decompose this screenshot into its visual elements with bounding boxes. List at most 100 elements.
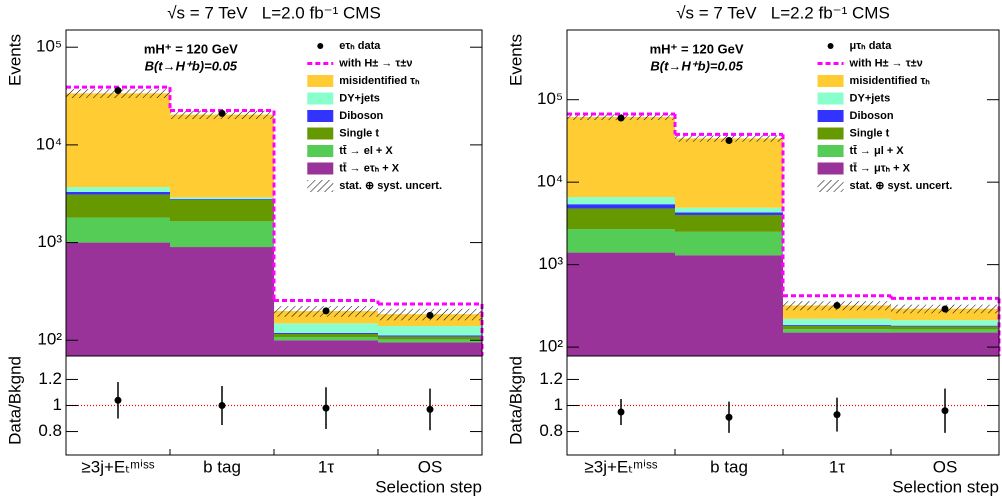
legend-label: Diboson bbox=[339, 110, 383, 122]
chart-title: √s = 7 TeV L=2.0 fb⁻¹ CMS bbox=[167, 3, 381, 22]
stack-segment bbox=[274, 333, 378, 337]
stack-segment bbox=[675, 212, 783, 215]
legend-label: Single t bbox=[850, 127, 890, 139]
stack-segment bbox=[378, 339, 482, 343]
annotation: B(t→H⁺b)=0.05 bbox=[145, 58, 238, 73]
data-point bbox=[322, 307, 330, 315]
legend-label: μτₕ data bbox=[850, 40, 893, 52]
y-axis-label: Data/Bkgnd bbox=[506, 356, 525, 445]
stack-segment bbox=[567, 208, 675, 230]
stack-segment bbox=[567, 197, 675, 205]
stack-segment bbox=[170, 197, 274, 199]
stack-segment bbox=[675, 214, 783, 232]
data-point bbox=[322, 404, 330, 412]
legend-marker bbox=[817, 127, 844, 140]
y-tick-label: 0.8 bbox=[38, 421, 62, 440]
stack-segment bbox=[567, 229, 675, 253]
legend-label: stat. ⊕ syst. uncert. bbox=[339, 180, 442, 192]
data-point bbox=[941, 407, 949, 415]
x-tick-label: ≥3j+Eₜᵐⁱˢˢ bbox=[584, 457, 657, 476]
y-tick-label: 10⁴ bbox=[537, 172, 563, 191]
data-point bbox=[617, 408, 625, 416]
data-point bbox=[833, 301, 841, 309]
stack-segment bbox=[891, 308, 999, 321]
y-tick-label: 10⁵ bbox=[537, 89, 563, 108]
stack-segment bbox=[891, 329, 999, 333]
legend-marker bbox=[307, 127, 334, 140]
stack-segment bbox=[783, 318, 891, 326]
y-tick-label: 10⁴ bbox=[36, 134, 62, 153]
data-point bbox=[941, 305, 949, 313]
x-axis-label: Selection step bbox=[375, 477, 482, 496]
legend-marker bbox=[307, 145, 334, 157]
data-point bbox=[218, 109, 226, 117]
y-tick-label: 1.2 bbox=[539, 369, 563, 388]
data-point bbox=[725, 413, 733, 421]
legend-label: DY+jets bbox=[339, 92, 380, 104]
stack-segment bbox=[378, 335, 482, 337]
stack-segment bbox=[66, 242, 170, 356]
legend-label: misidentified τₕ bbox=[339, 75, 420, 87]
stack-segment bbox=[891, 320, 999, 326]
x-tick-label: b tag bbox=[203, 457, 241, 476]
x-tick-label: ≥3j+Eₜᵐⁱˢˢ bbox=[81, 457, 154, 476]
y-tick-label: 1 bbox=[554, 395, 563, 414]
stack-segment bbox=[274, 336, 378, 341]
legend-marker bbox=[817, 180, 844, 192]
y-axis-label: Events bbox=[5, 34, 24, 86]
y-tick-label: 10² bbox=[37, 330, 62, 349]
y-axis-label: Events bbox=[506, 34, 525, 86]
legend-marker bbox=[307, 110, 334, 122]
stack-segment bbox=[675, 231, 783, 256]
stack-segment bbox=[378, 325, 482, 336]
stack-segment bbox=[66, 93, 170, 188]
stack-segment bbox=[567, 204, 675, 209]
y-tick-label: 10³ bbox=[37, 232, 62, 251]
stack-segment bbox=[66, 187, 170, 192]
annotation: B(t→H⁺b)=0.05 bbox=[650, 58, 743, 73]
stack-segment bbox=[274, 323, 378, 333]
stack-segment bbox=[170, 247, 274, 356]
stack-segment bbox=[567, 117, 675, 198]
stack-segment bbox=[891, 326, 999, 330]
legend-label: with H± → τ±ν bbox=[338, 57, 412, 69]
legend-marker bbox=[317, 43, 324, 49]
legend-marker bbox=[307, 162, 334, 175]
stack-segment bbox=[891, 332, 999, 356]
legend-marker bbox=[817, 162, 844, 175]
legend-label: tt̄ → el + X bbox=[339, 145, 393, 157]
stack-segment bbox=[170, 114, 274, 198]
stack-segment bbox=[170, 221, 274, 248]
x-tick-label: 1τ bbox=[829, 457, 845, 476]
legend-label: Diboson bbox=[850, 110, 894, 122]
stack-segment bbox=[675, 138, 783, 208]
data-point bbox=[833, 411, 841, 419]
x-tick-label: 1τ bbox=[318, 457, 334, 476]
stack-segment bbox=[783, 332, 891, 356]
stack-segment bbox=[274, 332, 378, 334]
data-point bbox=[617, 114, 625, 122]
data-point bbox=[114, 396, 122, 404]
data-point bbox=[725, 137, 733, 145]
stack-segment bbox=[66, 191, 170, 195]
data-point bbox=[426, 311, 434, 319]
stack-segment bbox=[378, 336, 482, 340]
y-tick-label: 10³ bbox=[538, 254, 563, 273]
legend-label: with H± → τ±ν bbox=[849, 57, 923, 69]
data-point bbox=[114, 87, 122, 95]
annotation: mH⁺ = 120 GeV bbox=[144, 41, 238, 56]
stack-segment bbox=[783, 325, 891, 327]
data-point bbox=[218, 402, 226, 409]
legend-label: misidentified τₕ bbox=[850, 75, 931, 87]
legend-label: eτₕ data bbox=[339, 40, 381, 52]
legend-marker bbox=[307, 180, 334, 192]
stack-segment bbox=[675, 255, 783, 356]
stack-segment bbox=[783, 329, 891, 333]
legend-label: DY+jets bbox=[850, 92, 891, 104]
y-tick-label: 0.8 bbox=[539, 421, 563, 440]
x-axis-label: Selection step bbox=[892, 477, 999, 496]
stack-segment bbox=[170, 199, 274, 222]
annotation: mH⁺ = 120 GeV bbox=[650, 41, 744, 56]
stack-segment bbox=[567, 252, 675, 356]
